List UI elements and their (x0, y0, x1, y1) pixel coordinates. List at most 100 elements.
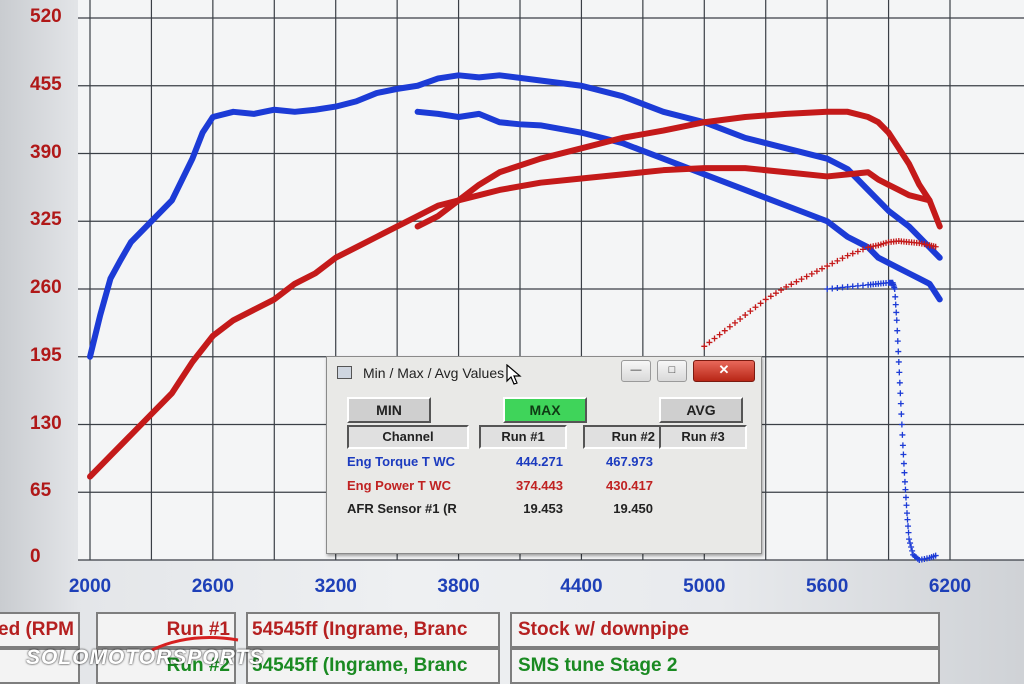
x-tick-label: 3800 (437, 576, 480, 597)
data-point (907, 540, 914, 547)
footer-blank-cell (0, 648, 80, 684)
column-header-channel[interactable]: Channel (347, 425, 469, 449)
channel-name: Eng Power T WC (347, 478, 451, 493)
data-point (808, 270, 815, 277)
data-point (932, 552, 939, 559)
run2-file: 54545ff (Ingrame, Branc (246, 648, 500, 684)
data-point (844, 252, 851, 259)
data-point (721, 327, 728, 334)
y-tick-label: 325 (30, 209, 62, 231)
x-tick-label: 2000 (68, 576, 112, 597)
y-tick-label: 65 (30, 480, 52, 502)
data-point (706, 339, 713, 346)
data-point (892, 293, 899, 300)
rpm-axis-label: ed (RPM (0, 612, 80, 648)
data-point (829, 260, 836, 267)
data-point (813, 268, 820, 275)
y-tick-label: 455 (30, 73, 62, 95)
data-point (834, 284, 841, 291)
minimize-button[interactable]: — (621, 360, 651, 382)
column-header-run1[interactable]: Run #1 (479, 425, 567, 449)
x-tick-label: 5000 (683, 576, 726, 597)
data-point (898, 421, 905, 428)
watermark-logo: SOLOMOTORSPORTS (26, 646, 265, 669)
run1-value: 374.443 (516, 478, 563, 493)
y-tick-label: 520 (30, 6, 62, 27)
data-point (894, 327, 901, 334)
data-point (767, 293, 774, 300)
data-point (839, 255, 846, 262)
data-point (893, 317, 900, 324)
data-point (844, 283, 851, 290)
data-point (859, 282, 866, 289)
data-point (900, 451, 907, 458)
min-mode-button[interactable]: MIN (347, 397, 431, 423)
data-point (819, 265, 826, 272)
x-tick-label: 6200 (928, 576, 972, 597)
run1-value: 19.453 (523, 501, 563, 516)
y-tick-label: 195 (30, 344, 62, 366)
y-tick-label: 130 (30, 412, 62, 434)
run1-file: 54545ff (Ingrame, Branc (246, 612, 500, 648)
data-point (701, 343, 708, 350)
data-point (905, 523, 912, 530)
run1-description: Stock w/ downpipe (510, 612, 940, 648)
data-point (895, 358, 902, 365)
data-point (824, 286, 831, 292)
data-point (829, 285, 836, 292)
data-point (711, 335, 718, 342)
data-point (824, 263, 831, 270)
column-header-run3[interactable]: Run #3 (659, 425, 747, 449)
data-point (896, 369, 903, 376)
plus-marker-series (701, 238, 939, 350)
data-point (757, 300, 764, 307)
data-point (932, 243, 939, 250)
data-point (778, 287, 785, 294)
data-point (904, 510, 910, 517)
data-point (894, 338, 901, 345)
dialog-title: Min / Max / Avg Values (363, 365, 505, 381)
data-point (849, 250, 856, 257)
min-max-avg-dialog: Min / Max / Avg Values — □ ✕ MIN MAX AVG… (326, 356, 762, 554)
y-tick-label: 390 (30, 141, 62, 163)
data-point (902, 494, 909, 501)
x-tick-label: 5600 (806, 576, 849, 597)
data-point (897, 390, 904, 397)
data-point (854, 282, 861, 289)
run1-label: Run #1 (96, 612, 236, 648)
run2-label: Run #2 (96, 648, 236, 684)
data-point (899, 431, 906, 438)
data-point (798, 276, 805, 283)
data-point (849, 283, 856, 290)
series-line (414, 108, 933, 230)
data-point (901, 478, 908, 485)
x-tick-label: 3200 (314, 576, 357, 597)
series-layer (87, 72, 943, 563)
dialog-titlebar[interactable]: Min / Max / Avg Values — □ ✕ (327, 357, 761, 387)
series-line (414, 108, 943, 303)
data-point (834, 257, 841, 264)
data-point (892, 301, 899, 308)
y-tick-label: 0 (30, 546, 41, 567)
series-line (87, 72, 943, 360)
avg-mode-button[interactable]: AVG (659, 397, 743, 423)
x-tick-label: 2600 (191, 576, 234, 597)
data-point (854, 248, 861, 255)
maximize-button[interactable]: □ (657, 360, 687, 382)
data-point (903, 502, 910, 509)
data-point (902, 486, 909, 493)
data-point (788, 281, 795, 288)
column-header-run2[interactable]: Run #2 (583, 425, 661, 449)
plus-marker-series (824, 279, 939, 563)
data-point (772, 290, 779, 297)
channel-name: Eng Torque T WC (347, 454, 456, 469)
channel-name: AFR Sensor #1 (R (347, 501, 457, 516)
max-mode-button[interactable]: MAX (503, 397, 587, 423)
data-point (762, 296, 769, 303)
data-point (742, 312, 749, 319)
y-tick-label: 260 (30, 277, 62, 298)
data-point (716, 331, 723, 338)
data-point (891, 286, 898, 292)
close-button[interactable]: ✕ (693, 360, 755, 382)
data-point (898, 411, 905, 418)
